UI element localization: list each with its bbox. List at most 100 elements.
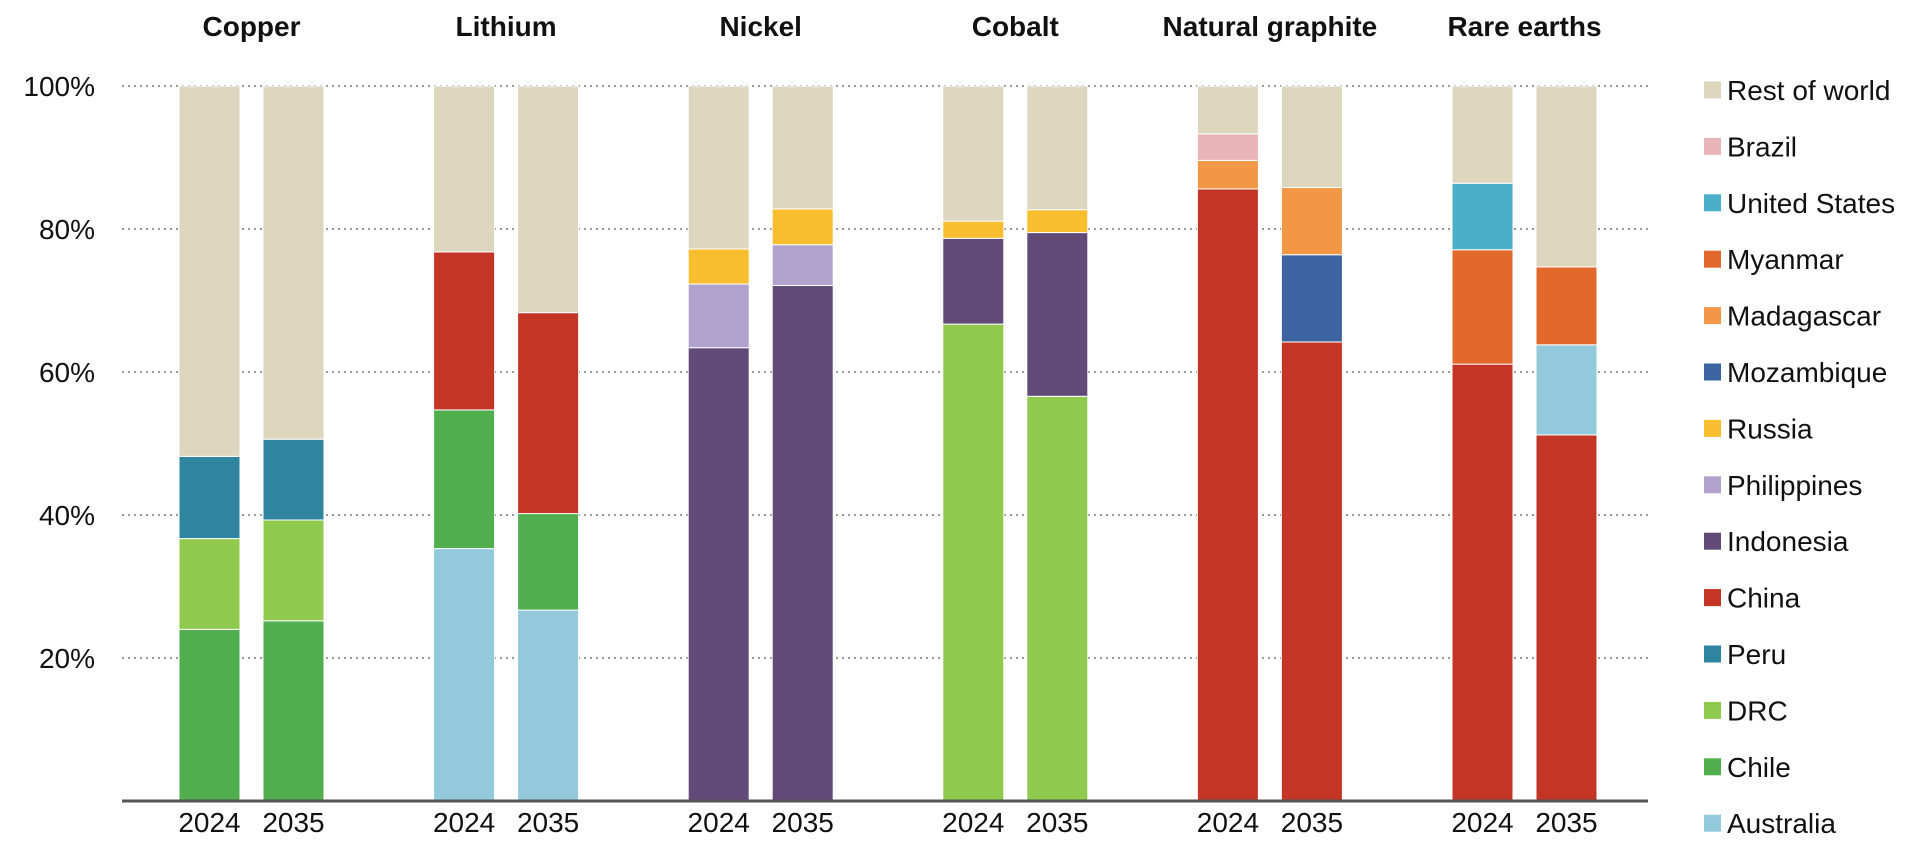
bar-segment-drc — [942, 323, 1005, 802]
bar-segment-myanmar — [1535, 266, 1598, 346]
legend-item-myanmar: Myanmar — [1704, 244, 1844, 275]
bar-nickel-2024 — [687, 85, 750, 802]
legend-label: Peru — [1727, 639, 1786, 670]
bar-segment-united-states — [1451, 182, 1514, 251]
legend-label: Indonesia — [1727, 526, 1849, 557]
group-title-cobalt: Cobalt — [972, 11, 1059, 42]
bar-segment-rest-of-world — [517, 85, 580, 314]
y-tick-label: 80% — [39, 214, 95, 245]
legend: Rest of world Brazil United States Myanmar M… — [1704, 75, 1895, 839]
bar-cobalt-2024 — [942, 85, 1005, 802]
legend-item-drc: DRC — [1704, 695, 1788, 726]
bar-segment-rest-of-world — [178, 85, 241, 457]
legend-swatch — [1704, 532, 1721, 550]
legend-item-rest-of-world: Rest of world — [1704, 75, 1890, 106]
legend-swatch — [1704, 645, 1721, 663]
legend-label: Russia — [1727, 413, 1813, 444]
bar-segment-myanmar — [1451, 249, 1514, 365]
x-tick-label: 2024 — [688, 807, 750, 838]
bar-segment-australia — [433, 548, 496, 802]
legend-label: Mozambique — [1727, 357, 1887, 388]
bar-segment-rest-of-world — [771, 85, 834, 210]
x-tick-label: 2024 — [942, 807, 1004, 838]
legend-label: Brazil — [1727, 131, 1797, 162]
legend-label: Myanmar — [1727, 244, 1844, 275]
legend-swatch — [1704, 307, 1721, 325]
bar-natural-graphite-2024 — [1196, 85, 1259, 802]
group-title-rare-earths: Rare earths — [1447, 11, 1601, 42]
bar-segment-rest-of-world — [1196, 85, 1259, 135]
bar-segment-russia — [942, 220, 1005, 239]
legend-item-indonesia: Indonesia — [1704, 526, 1849, 557]
legend-item-russia: Russia — [1704, 413, 1813, 444]
bar-segment-rest-of-world — [1535, 85, 1598, 268]
bar-copper-2035 — [262, 85, 325, 802]
x-axis-year-labels: 2024 2035 2024 2035 2024 2035 2024 2035 2024 2035… — [178, 807, 1597, 838]
legend-label: China — [1727, 583, 1801, 614]
legend-label: Chile — [1727, 752, 1791, 783]
legend-swatch — [1704, 589, 1721, 607]
bar-segment-china — [1196, 188, 1259, 802]
legend-item-chile: Chile — [1704, 752, 1791, 783]
bar-segment-china — [1280, 341, 1343, 802]
legend-swatch — [1704, 701, 1721, 719]
bar-segment-chile — [433, 409, 496, 550]
group-title-lithium: Lithium — [456, 11, 557, 42]
bar-rare-earths-2035 — [1535, 85, 1598, 802]
bar-segment-chile — [262, 620, 325, 802]
legend-label: Madagascar — [1727, 301, 1881, 332]
bar-segment-drc — [262, 519, 325, 622]
bar-natural-graphite-2035 — [1280, 85, 1343, 802]
legend-label: DRC — [1727, 695, 1788, 726]
x-tick-label: 2035 — [517, 807, 579, 838]
bar-copper-2024 — [178, 85, 241, 802]
bar-segment-china — [433, 251, 496, 411]
x-tick-label: 2024 — [433, 807, 495, 838]
legend-item-peru: Peru — [1704, 639, 1786, 670]
x-tick-label: 2035 — [1535, 807, 1597, 838]
bars — [178, 85, 1598, 802]
bar-segment-rest-of-world — [687, 85, 750, 250]
y-tick-label: 20% — [39, 643, 95, 674]
bar-segment-rest-of-world — [433, 85, 496, 253]
bar-segment-australia — [1535, 344, 1598, 436]
legend-swatch — [1704, 363, 1721, 381]
legend-item-australia: Australia — [1704, 808, 1836, 839]
x-tick-label: 2024 — [1197, 807, 1259, 838]
legend-item-united-states: United States — [1704, 188, 1895, 219]
legend-label: Philippines — [1727, 470, 1862, 501]
y-tick-label: 60% — [39, 357, 95, 388]
x-tick-label: 2035 — [1026, 807, 1088, 838]
x-tick-label: 2024 — [1451, 807, 1513, 838]
y-tick-label: 100% — [23, 71, 95, 102]
bar-lithium-2035 — [517, 85, 580, 802]
legend-swatch — [1704, 814, 1721, 832]
legend-swatch — [1704, 758, 1721, 776]
bar-rare-earths-2024 — [1451, 85, 1514, 802]
group-titles: Copper Lithium Nickel Cobalt Natural graphit… — [203, 11, 1602, 42]
bar-segment-chile — [178, 628, 241, 802]
bar-nickel-2035 — [771, 85, 834, 802]
bar-cobalt-2035 — [1026, 85, 1089, 802]
bar-segment-peru — [262, 438, 325, 521]
y-tick-label: 40% — [39, 500, 95, 531]
bar-segment-indonesia — [942, 237, 1005, 325]
bar-segment-drc — [178, 538, 241, 630]
bar-segment-madagascar — [1280, 187, 1343, 256]
bar-segment-rest-of-world — [942, 85, 1005, 222]
bar-segment-indonesia — [1026, 232, 1089, 397]
bar-segment-madagascar — [1196, 159, 1259, 190]
x-tick-label: 2024 — [178, 807, 240, 838]
x-tick-label: 2035 — [1281, 807, 1343, 838]
legend-label: Rest of world — [1727, 75, 1890, 106]
bar-segment-philippines — [771, 244, 834, 286]
bar-segment-mozambique — [1280, 254, 1343, 343]
legend-item-philippines: Philippines — [1704, 470, 1862, 501]
group-title-copper: Copper — [203, 11, 301, 42]
bar-segment-drc — [1026, 395, 1089, 802]
bar-segment-china — [1451, 363, 1514, 802]
x-tick-label: 2035 — [772, 807, 834, 838]
legend-item-madagascar: Madagascar — [1704, 301, 1881, 332]
bar-segment-china — [517, 312, 580, 515]
